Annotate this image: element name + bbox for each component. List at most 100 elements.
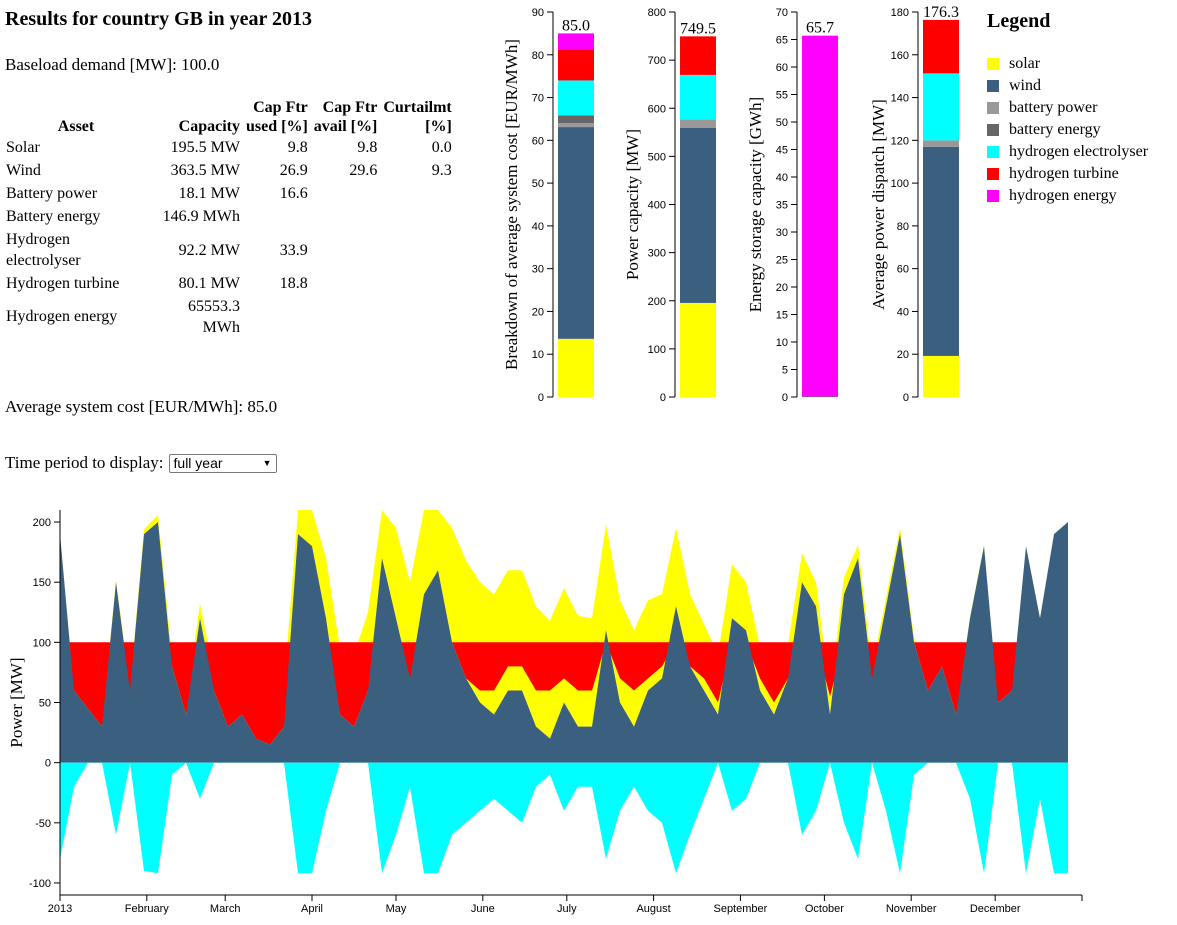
asset-value-cell: 195.5 MW — [170, 139, 240, 157]
y-tick-label: 700 — [648, 55, 666, 67]
time-period-row: Time period to display: full year ▼ — [5, 453, 277, 473]
y-tick-label: 50 — [39, 698, 51, 710]
y-tick-label: 80 — [897, 221, 909, 233]
y-tick-label: 80 — [532, 50, 544, 62]
legend-item: battery power — [987, 97, 1148, 119]
legend-label: hydrogen turbine — [1009, 165, 1119, 182]
legend-swatch — [987, 80, 999, 92]
asset-value-cell: 363.5 MW — [170, 162, 240, 180]
legend: Legend solar wind battery power battery ene… — [987, 10, 1148, 207]
legend-label: battery energy — [1009, 121, 1101, 138]
bar-segment-wind — [558, 127, 594, 339]
power-timeseries-chart: -100 -50 0 50 100 150 200 2013 February March Apri… — [7, 510, 1083, 915]
y-tick-label: 180 — [891, 7, 909, 19]
x-tick-label: October — [805, 903, 844, 915]
y-tick-label: 30 — [532, 264, 544, 276]
legend-swatch — [987, 102, 999, 114]
table-header-cell: Capacity — [178, 118, 240, 136]
bar-total-label: 176.3 — [923, 4, 959, 21]
bar-segment-solar — [558, 338, 594, 397]
legend-item: hydrogen electrolyser — [987, 141, 1148, 163]
y-tick-label: 60 — [897, 264, 909, 276]
y-tick-label: 35 — [776, 200, 788, 212]
legend-item: solar — [987, 53, 1148, 75]
bar-total-label: 65.7 — [806, 20, 834, 37]
legend-swatch — [987, 124, 999, 136]
legend-item: battery energy — [987, 119, 1148, 141]
y-tick-label: 100 — [33, 637, 51, 649]
legend-label: hydrogen electrolyser — [1009, 143, 1149, 160]
asset-value-cell: 65553.3 MWh — [188, 297, 240, 336]
asset-value-cell: 9.3 — [431, 162, 452, 180]
asset-value-cell: 9.8 — [287, 139, 308, 157]
x-tick-label: March — [210, 903, 241, 915]
bar-segment-wind — [923, 146, 959, 356]
y-axis-title: Breakdown of average system cost [EUR/MW… — [502, 39, 521, 370]
y-tick-label: 0 — [660, 392, 666, 404]
results-table-body: Solar 195.5 MW 9.8 9.8 0.0 Wind 363.5 MW 26.9 29… — [3, 137, 455, 339]
y-tick-label: 140 — [891, 93, 909, 105]
y-tick-label: 200 — [648, 296, 666, 308]
y-tick-label: 800 — [648, 7, 666, 19]
y-tick-label: 100 — [648, 344, 666, 356]
y-tick-label: 60 — [532, 135, 544, 147]
x-tick-label: April — [301, 903, 323, 915]
table-header-cell: Asset — [57, 118, 95, 136]
y-tick-label: 65 — [776, 35, 788, 47]
bar-segment-hydrogen-electrolyser — [923, 73, 959, 141]
y-tick-label: 5 — [782, 365, 788, 377]
bar-segment-battery-power — [680, 119, 716, 128]
legend-title: Legend — [987, 10, 1051, 32]
average-system-cost-text: Average system cost [EUR/MWh]: 85.0 — [5, 397, 278, 416]
x-tick-label: May — [386, 903, 407, 915]
x-tick-label: July — [557, 903, 577, 915]
stacked-bar-chart: 0 5 10 15 20 25 30 35 40 45 50 55 60 65 70 65.7 Energy s… — [746, 7, 838, 404]
y-tick-label: 150 — [33, 577, 51, 589]
results-table: Asset Capacity Cap Ftr used [%] Cap Ftr av… — [3, 97, 455, 340]
asset-value-cell: 0.0 — [431, 139, 452, 157]
y-tick-label: 20 — [897, 349, 909, 361]
table-row: Hydrogen turbine 80.1 MW 18.8 — [3, 273, 455, 296]
asset-value-cell: 92.2 MW — [178, 241, 240, 259]
wind-area — [60, 522, 1068, 763]
time-period-selected-value: full year — [173, 455, 223, 471]
time-period-select[interactable]: full year ▼ — [168, 453, 277, 473]
y-tick-label: 0 — [538, 392, 544, 404]
table-header-row: Asset Capacity Cap Ftr used [%] Cap Ftr av… — [3, 97, 455, 137]
asset-name-cell: Hydrogen energy — [6, 308, 118, 326]
y-tick-label: 500 — [648, 151, 666, 163]
table-row: Battery power 18.1 MW 16.6 — [3, 183, 455, 206]
y-tick-label: 20 — [532, 306, 544, 318]
baseload-demand-text: Baseload demand [MW]: 100.0 — [5, 55, 220, 74]
time-period-label: Time period to display: — [5, 453, 164, 472]
y-tick-label: 40 — [776, 172, 788, 184]
asset-name-cell: Hydrogen electrolyser — [6, 231, 81, 270]
x-tick-label: August — [636, 903, 670, 915]
page-title: Results for country GB in year 2013 — [5, 8, 313, 30]
y-tick-label: 15 — [776, 310, 788, 322]
chevron-down-icon: ▼ — [262, 458, 272, 468]
x-tick-label: December — [970, 903, 1021, 915]
table-row: Battery energy 146.9 MWh — [3, 206, 455, 229]
table-row: Solar 195.5 MW 9.8 9.8 0.0 — [3, 137, 455, 160]
y-tick-label: 90 — [532, 7, 544, 19]
table-header-cell: Cap Ftr used [%] — [246, 99, 308, 136]
bar-segment-hydrogen-turbine — [680, 36, 716, 75]
legend-swatch — [987, 58, 999, 70]
y-tick-label: -50 — [35, 818, 51, 830]
y-tick-label: 60 — [776, 62, 788, 74]
legend-item: hydrogen turbine — [987, 163, 1148, 185]
asset-value-cell: 16.6 — [279, 185, 308, 203]
asset-value-cell: 146.9 MWh — [162, 208, 240, 226]
legend-swatch — [987, 190, 999, 202]
asset-value-cell: 33.9 — [279, 241, 308, 259]
table-row: Hydrogen energy 65553.3 MWh — [3, 296, 455, 340]
asset-value-cell: 80.1 MW — [178, 275, 240, 293]
stacked-bar-chart: 0 10 20 30 40 50 60 70 80 90 85.0 Breakdown of aver… — [502, 7, 594, 404]
y-tick-label: 0 — [903, 392, 909, 404]
bar-segment-solar — [923, 355, 959, 397]
bar-segment-hydrogen-electrolyser — [558, 80, 594, 116]
bar-total-label: 85.0 — [562, 17, 590, 34]
bar-segment-hydrogen-energy — [802, 35, 838, 397]
